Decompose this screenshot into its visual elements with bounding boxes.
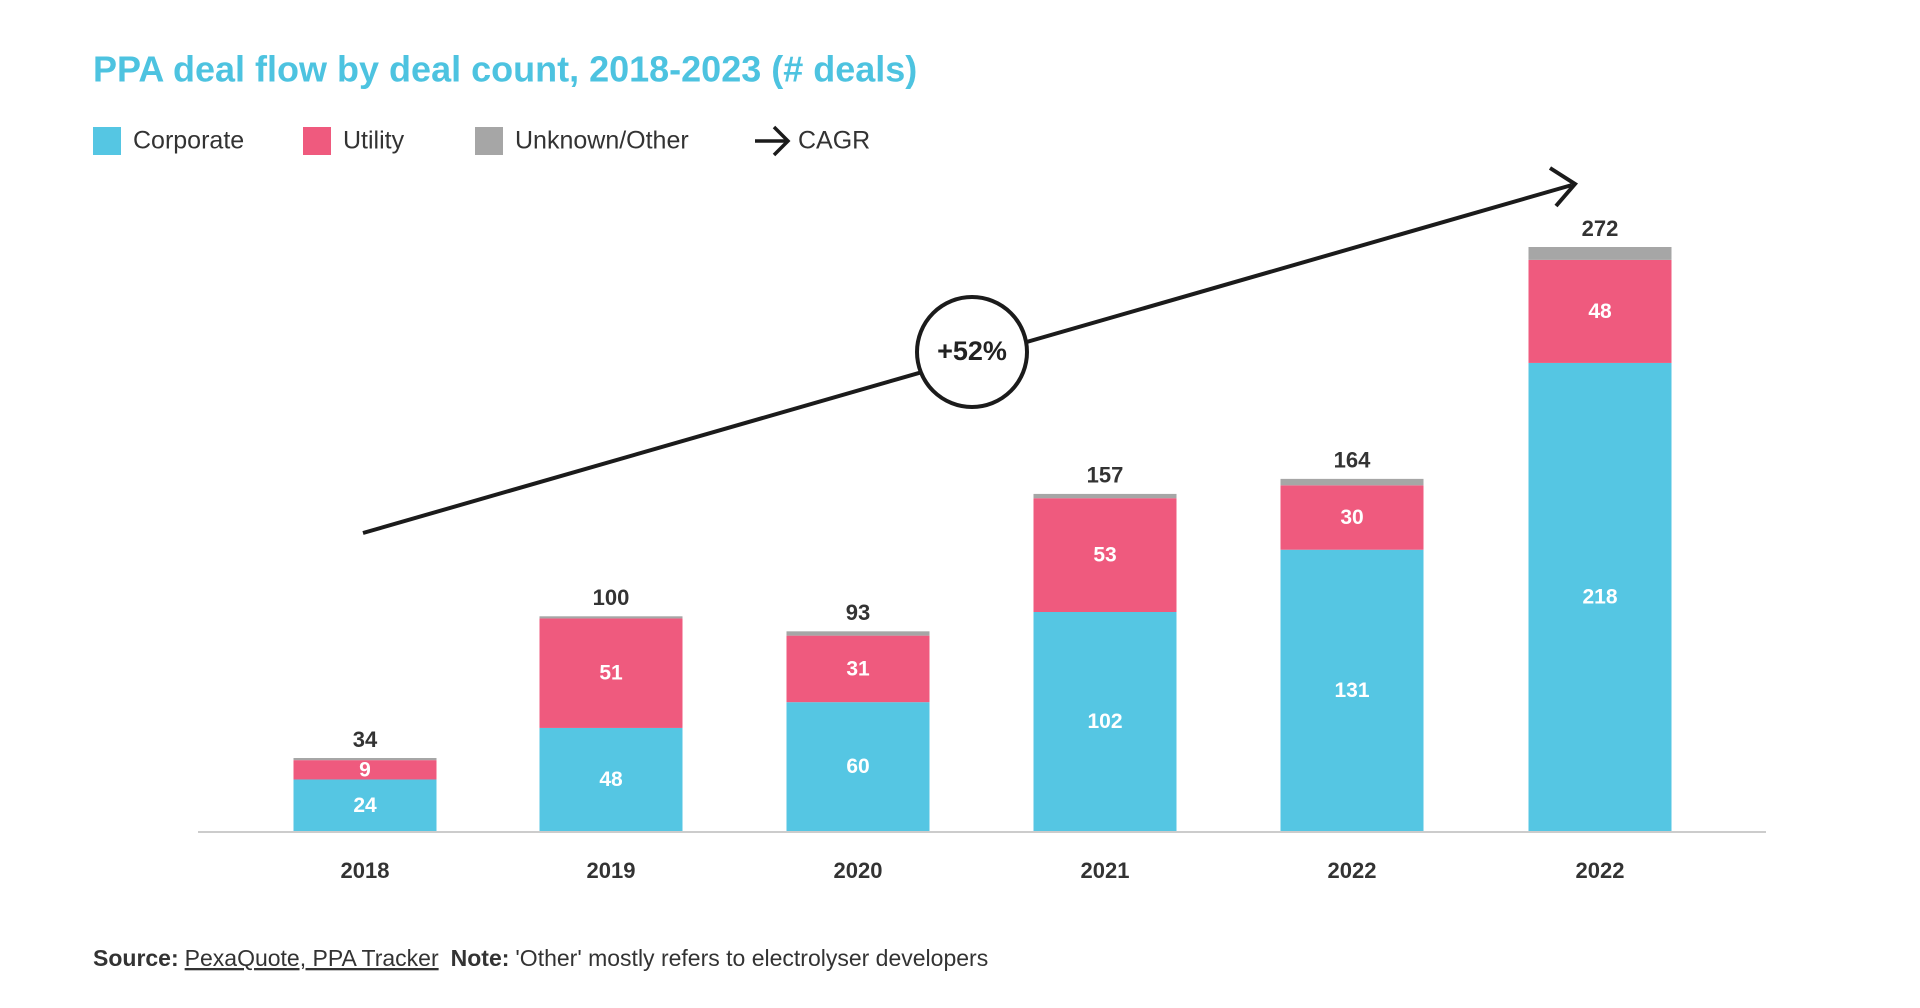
bar-segment — [786, 635, 930, 703]
source-label: Source: — [93, 945, 179, 971]
x-tick-label: 2020 — [834, 858, 883, 883]
bar-segment — [293, 779, 437, 831]
legend-label: CAGR — [798, 127, 870, 155]
value-label: 51 — [599, 662, 623, 685]
bar-segment — [539, 616, 683, 619]
bar-segment — [1280, 549, 1424, 831]
total-label: 164 — [1334, 448, 1371, 473]
bar-segment — [539, 618, 683, 728]
value-label: 31 — [846, 657, 870, 680]
bar-segment — [1280, 478, 1424, 486]
value-label: 24 — [353, 794, 377, 817]
value-label: 30 — [1340, 506, 1363, 529]
value-label: 48 — [599, 768, 623, 791]
legend-label: Utility — [343, 127, 405, 155]
bar-segment — [1528, 247, 1672, 260]
total-label: 100 — [593, 585, 630, 610]
legend-cagr: CAGR — [755, 125, 870, 157]
value-label: 60 — [846, 755, 869, 778]
x-tick-label: 2021 — [1081, 858, 1130, 883]
footnote: Source: PexaQuote, PPA Tracker Note: 'Other… — [93, 945, 988, 971]
legend-label: Corporate — [133, 127, 244, 155]
total-label: 34 — [353, 727, 378, 752]
bar-segment — [1033, 493, 1177, 499]
total-label: 93 — [846, 600, 870, 625]
value-label: 48 — [1588, 300, 1612, 323]
legend-swatch — [475, 127, 503, 155]
legend-swatch — [93, 127, 121, 155]
bar-segment — [1033, 612, 1177, 831]
cagr-label: +52% — [937, 336, 1007, 366]
legend-swatch — [303, 127, 331, 155]
x-tick-label: 2018 — [341, 858, 390, 883]
value-label: 53 — [1093, 544, 1116, 567]
total-label: 272 — [1582, 216, 1619, 241]
value-label: 102 — [1087, 710, 1122, 733]
bar-segment — [1033, 498, 1177, 612]
note-text: 'Other' mostly refers to electrolyser de… — [515, 945, 988, 971]
total-label: 157 — [1087, 463, 1124, 488]
source-text: PexaQuote, PPA Tracker — [185, 945, 439, 971]
value-label: 131 — [1334, 679, 1369, 702]
chart-title: PPA deal flow by deal count, 2018-2023 (… — [93, 49, 917, 90]
legend-label: Unknown/Other — [515, 127, 689, 155]
bar-segment — [1280, 485, 1424, 550]
bar-segment — [293, 758, 437, 761]
bar-segment — [293, 760, 437, 780]
cagr-arrow: +52% — [362, 166, 1579, 535]
x-tick-label: 2022 — [1328, 858, 1377, 883]
note-label: Note: — [451, 945, 510, 971]
value-label: 9 — [359, 758, 371, 781]
bar-segment — [539, 727, 683, 831]
x-tick-label: 2022 — [1576, 858, 1625, 883]
x-tick-label: 2019 — [587, 858, 636, 883]
bar-segment — [1528, 259, 1672, 363]
bar-segment — [1528, 362, 1672, 831]
value-label: 218 — [1582, 586, 1617, 609]
bar-segment — [786, 702, 930, 831]
bar-segment — [786, 631, 930, 636]
